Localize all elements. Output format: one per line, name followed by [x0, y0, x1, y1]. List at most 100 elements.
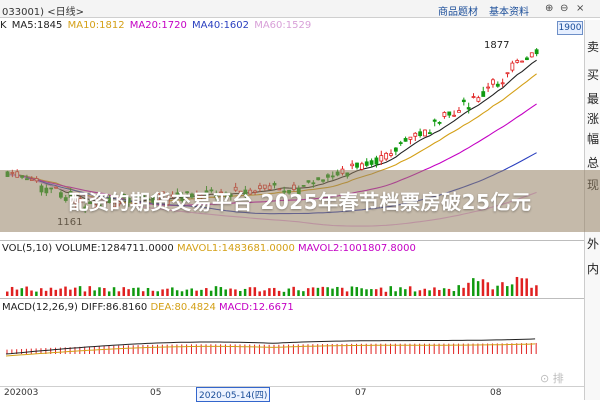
volume-bar: [394, 291, 397, 296]
headline-banner: [0, 170, 600, 232]
volume-bar: [389, 286, 393, 296]
sidebar-outer: 外: [587, 237, 600, 251]
volume-bar: [520, 278, 524, 296]
volume-bar: [35, 291, 38, 296]
volume-bar: [49, 287, 53, 296]
close-icon[interactable]: ×: [576, 3, 585, 14]
volume-bar: [413, 291, 417, 296]
candle-body: [476, 97, 481, 102]
volume-bar: [253, 287, 257, 296]
volume-bar: [442, 288, 446, 296]
candle-body: [350, 163, 355, 167]
candle-body: [515, 60, 520, 63]
volume-bar: [44, 290, 48, 296]
volume-bar: [350, 286, 354, 296]
volume-bar: [146, 287, 150, 296]
zoom-in-icon[interactable]: ⊕: [545, 3, 554, 14]
diff-line: [5, 338, 536, 355]
headline-text: 配资的期货交易平台 2025年春节档票房破25亿元: [68, 190, 532, 214]
volume-bar: [39, 288, 43, 296]
ma-legend: K MA5:1845 MA10:1812 MA20:1720 MA40:1602…: [0, 20, 313, 34]
volume-bar: [452, 291, 456, 296]
volume-bar: [457, 285, 460, 296]
volume-bar: [282, 291, 286, 296]
volume-bar: [530, 287, 533, 296]
tab-basic-info[interactable]: 基本资料: [489, 7, 529, 18]
axis-tick-4: 07: [355, 388, 367, 398]
volume-bar: [156, 291, 159, 296]
volume-bar: [302, 291, 305, 296]
volume-bar: [525, 278, 528, 296]
volume-bar: [243, 288, 247, 296]
tab-commodity-theme[interactable]: 商品题材: [438, 7, 478, 18]
ma5-label: MA5:1845: [11, 20, 63, 31]
ma60-label: MA60:1529: [254, 20, 312, 31]
volume-bar: [224, 289, 227, 296]
axis-tick-5: 08: [490, 388, 502, 398]
volume-bar: [311, 287, 315, 296]
high-price-label: 1877: [484, 40, 509, 51]
volume-bar: [472, 278, 475, 296]
volume-bar: [10, 286, 14, 296]
candle-body: [510, 62, 515, 71]
volume-bar: [171, 287, 174, 296]
volume-bar: [137, 287, 140, 296]
volume-bar: [384, 291, 388, 296]
volume-bar: [486, 282, 490, 296]
mavol2-value: MAVOL2:1001807.8000: [298, 243, 416, 254]
volume-bar: [83, 291, 87, 296]
ma40-label: MA40:1602: [192, 20, 250, 31]
candle-body: [423, 129, 427, 137]
volume-bar: [336, 286, 339, 296]
sidebar-range: 幅: [587, 132, 600, 146]
volume-bar: [78, 286, 82, 296]
volume-bar: [229, 288, 232, 296]
top-toolbar: 033001) <日线> 商品题材 基本资料 ⊕ ⊖ ×: [0, 0, 600, 18]
volume-bar: [326, 287, 329, 296]
candle-body: [452, 114, 457, 117]
volume-bar: [132, 287, 135, 296]
candle-body: [534, 49, 539, 55]
diff-value: DIFF:86.8160: [81, 302, 148, 313]
volume-bar: [316, 287, 320, 296]
volume-bar: [433, 287, 436, 296]
volume-bar: [496, 285, 499, 296]
volume-bar: [180, 291, 184, 296]
sidebar-sell[interactable]: 卖: [587, 40, 600, 54]
volume-bar: [277, 290, 281, 296]
candle-body: [432, 119, 437, 122]
volume-bar: [205, 288, 208, 296]
volume-bar: [447, 288, 451, 296]
volume-bar: [161, 289, 164, 296]
volume-legend: VOL(5,10) VOLUME:1284711.0000 MAVOL1:148…: [2, 243, 416, 254]
candle-body: [384, 152, 389, 160]
pane-divider-2: [0, 298, 584, 299]
macd-chart[interactable]: [0, 314, 584, 386]
volume-bar: [408, 286, 412, 296]
volume-bar: [476, 281, 480, 296]
candle-body: [408, 136, 413, 140]
candle-body: [442, 112, 447, 117]
volume-chart[interactable]: [0, 254, 584, 296]
volume-bar: [355, 287, 359, 296]
volume-bar: [481, 279, 485, 296]
macd-name: MACD(12,26,9): [2, 302, 78, 313]
pane-divider-1: [0, 240, 584, 241]
volume-bar: [535, 285, 538, 296]
volume-bar: [209, 290, 213, 296]
candle-body: [413, 132, 418, 137]
candle-body: [369, 160, 374, 165]
volume-bar: [175, 290, 179, 296]
sidebar-rise: 涨: [587, 112, 600, 126]
candle-body: [379, 155, 384, 162]
zoom-out-icon[interactable]: ⊖: [560, 3, 569, 14]
sidebar-buy[interactable]: 买: [587, 68, 600, 82]
volume-bar: [127, 289, 130, 296]
sidebar-inner: 内: [587, 262, 600, 276]
volume-bar: [107, 291, 111, 296]
candle-body: [389, 153, 393, 156]
watermark-logo: ⊙ 排: [540, 372, 564, 385]
candle-body: [437, 122, 442, 124]
candle-body: [495, 83, 500, 87]
ma10-label: MA10:1812: [67, 20, 125, 31]
